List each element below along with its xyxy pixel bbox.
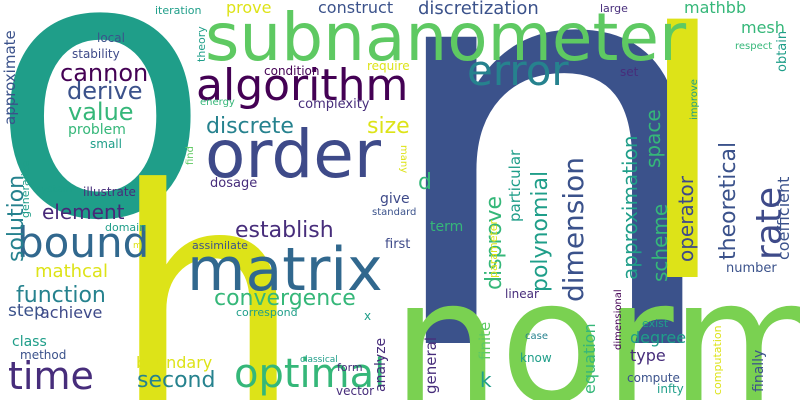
word-system: system [36, 184, 73, 195]
word-l: l [635, 0, 730, 358]
word-problem: problem [68, 122, 126, 138]
word-time: optimal [234, 351, 386, 397]
word-dimension: dimension [557, 156, 590, 302]
word-cannon: cannon [60, 59, 149, 87]
word-class: class [12, 334, 47, 350]
word-d: d [418, 170, 432, 195]
word-equation: equation [580, 323, 599, 394]
word-vector: vector [336, 384, 375, 398]
word-local: local [97, 31, 125, 45]
word-case: case [525, 331, 548, 342]
word-prove: prove [226, 0, 272, 17]
word-method: method [20, 348, 67, 362]
word-m: m [133, 241, 142, 251]
word-theoretical: theoretical [716, 141, 741, 260]
word-polynomial: polynomial [528, 170, 553, 292]
word-small: small [90, 137, 122, 151]
word-first: first [385, 237, 411, 252]
word-compute: compute [627, 371, 680, 385]
word-correspond: correspond [236, 306, 298, 319]
word-parameter: parameter [487, 219, 500, 278]
word-number: number [726, 261, 777, 276]
word-obtain: obtain [775, 30, 790, 72]
word-x: x [364, 309, 372, 323]
word-h: h [112, 125, 303, 400]
word-energy: energy [200, 97, 235, 108]
word-order: order [205, 116, 381, 193]
word-general: general [422, 336, 440, 394]
word-element: element [42, 200, 125, 224]
word-complexity: complexity [298, 97, 370, 112]
word-mathcal: mathcal [35, 261, 108, 282]
word-scheme: scheme [648, 203, 672, 282]
word-particular: particular [506, 149, 524, 222]
word-coefficient: coefficient [774, 176, 793, 260]
word-mesh: mesh [741, 18, 785, 37]
word-operator: operator [674, 175, 698, 262]
word-type: type [630, 346, 666, 365]
word-term: term [430, 219, 464, 235]
word-step: step [8, 301, 45, 321]
word-infty: infty [657, 382, 684, 396]
word-error: error [467, 46, 569, 95]
word-second: second [137, 368, 216, 393]
word-function: function [16, 283, 106, 308]
word-k: k [480, 368, 492, 392]
word-dimensional: dimensional [613, 289, 624, 350]
word-approximate: approximate [1, 30, 19, 125]
word-find: find [185, 146, 196, 165]
word-size: size [367, 114, 410, 139]
word-degree: degree [630, 328, 687, 347]
word-classical: classical [300, 355, 338, 365]
word-value: value [68, 98, 134, 126]
word-many: many [398, 145, 409, 174]
word-exist: exist [642, 317, 669, 330]
word-respect: respect [735, 41, 773, 52]
word-require: require [367, 59, 410, 73]
word-finally: finally [751, 349, 767, 392]
word-mathbb: mathbb [684, 0, 747, 17]
word-iteration: iteration [155, 4, 202, 17]
word-domain: domain [105, 221, 147, 234]
word-form: form [337, 361, 363, 374]
word-space: space [641, 109, 665, 168]
word-assimilate: assimilate [192, 239, 248, 252]
word-norm: norm [392, 244, 800, 400]
word-boundary: boundary [136, 353, 213, 372]
word-bound: time [8, 354, 94, 398]
word-give: give [380, 191, 410, 207]
word-standard: standard [372, 207, 417, 218]
word-theory: theory [195, 26, 208, 62]
word-dosage: dosage [210, 176, 258, 191]
word-convergence: convergence [214, 286, 356, 311]
word-approximation: approximation [618, 135, 642, 281]
word-derive: derive [67, 77, 143, 105]
word-linear: linear [505, 287, 539, 301]
word-achieve: achieve [40, 303, 103, 322]
word-finite: finite [476, 321, 494, 360]
word-analyze: analyze [373, 337, 389, 392]
word-discrete: discrete [206, 114, 294, 139]
word-construct: construct [318, 0, 394, 17]
word-matrix: matrix [187, 235, 383, 305]
word-o: o [0, 0, 211, 299]
word-condition: condition [264, 64, 320, 78]
word-subnanometer: subnanometer [205, 0, 687, 76]
word-improve: improve [689, 79, 700, 120]
word-stability: stability [72, 47, 120, 61]
word-large: large [600, 2, 628, 15]
word-algorithm: algorithm [196, 60, 409, 111]
word-discretization: discretization [418, 0, 539, 19]
word-establish: establish [235, 218, 334, 243]
word-n: n [375, 0, 730, 400]
word-illustrate: illustrate [83, 185, 136, 199]
word-generalize: generalize [19, 160, 32, 218]
word-rate: bound [17, 218, 150, 267]
word-set: set [620, 65, 639, 79]
word-know: know [520, 351, 552, 365]
word-computation: computation [711, 325, 724, 395]
